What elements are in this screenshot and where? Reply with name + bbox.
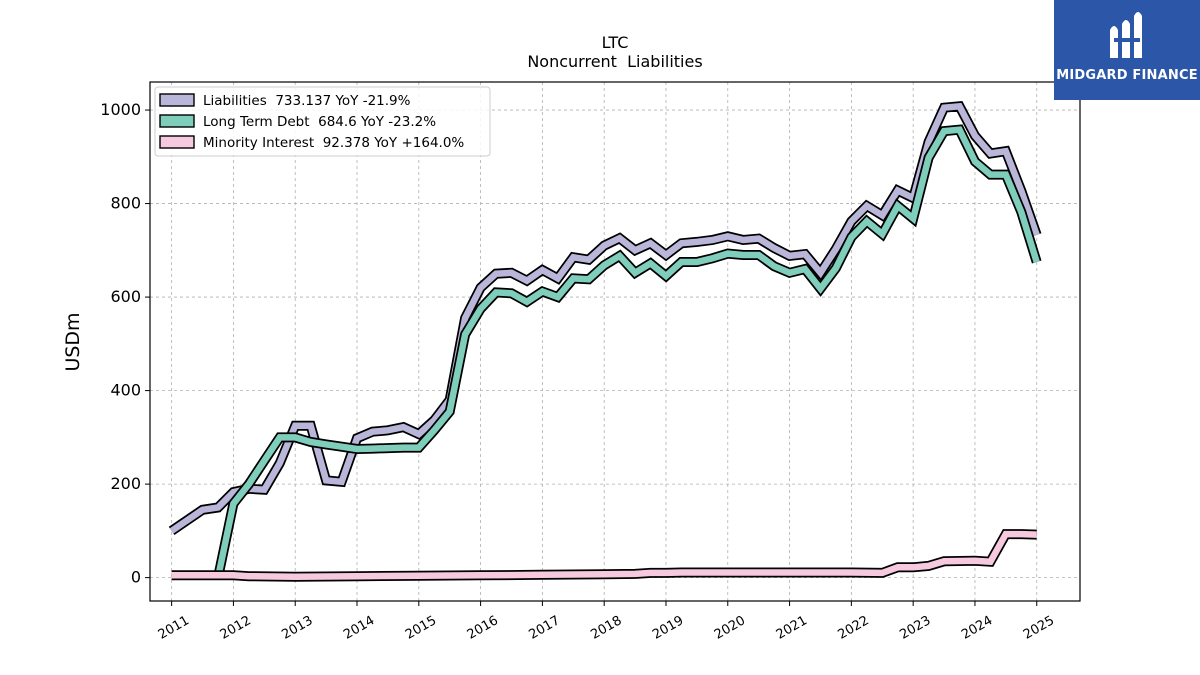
legend: Liabilities 733.137 YoY -21.9% Long Term…	[154, 86, 491, 157]
x-tick-label: 2012	[218, 613, 254, 643]
x-tick-label: 2014	[341, 613, 377, 643]
x-tick-label: 2020	[712, 613, 748, 643]
x-tick-label: 2015	[403, 613, 439, 643]
y-axis-label: USDm	[62, 312, 84, 371]
x-tick-label: 2024	[959, 613, 995, 643]
plot-frame	[149, 81, 1081, 602]
series-line-liabilities	[169, 102, 1040, 534]
x-tick-label: 2019	[650, 613, 686, 643]
x-tick-label: 2022	[836, 613, 872, 643]
legend-label-minority-interest: Minority Interest 92.378 YoY +164.0%	[203, 135, 464, 151]
x-tick-label: 2011	[156, 613, 192, 643]
brand-logo: MIDGARD FINANCE	[1054, 0, 1200, 100]
x-tick-label: 2021	[774, 613, 810, 643]
chart-subtitle: Noncurrent Liabilities	[527, 52, 702, 71]
x-axis: 2011 2012 2013 2014 2015 2016 2017 2018 2019 2020…	[156, 601, 1057, 643]
x-tick-label: 2023	[897, 613, 933, 643]
y-tick-label: 0	[131, 568, 141, 587]
x-tick-label: 2013	[279, 613, 315, 643]
series-group	[168, 101, 1042, 582]
x-tick-label: 2017	[527, 613, 563, 643]
x-tick-label: 2018	[588, 613, 624, 643]
legend-label-long-term-debt: Long Term Debt 684.6 YoY -23.2%	[203, 114, 436, 130]
x-tick-label: 2025	[1021, 613, 1057, 643]
x-tick-label: 2016	[465, 613, 501, 643]
y-tick-label: 400	[110, 381, 141, 400]
legend-label-liabilities: Liabilities 733.137 YoY -21.9%	[203, 93, 411, 109]
series-outline-long-term-debt	[213, 124, 1042, 579]
grid	[150, 82, 1080, 601]
y-axis: 0 200 400 600 800 1000	[100, 100, 150, 587]
legend-swatch-liabilities	[159, 93, 195, 107]
legend-swatch-long-term-debt	[159, 114, 195, 128]
legend-box	[154, 86, 491, 157]
series-line-minority-interest	[171, 530, 1037, 580]
brand-name: MIDGARD FINANCE	[1056, 68, 1198, 83]
y-tick-label: 600	[110, 287, 141, 306]
midgard-logo-icon	[1110, 12, 1142, 58]
y-tick-label: 1000	[100, 100, 141, 119]
y-tick-label: 800	[110, 194, 141, 213]
chart-title: LTC	[602, 33, 629, 52]
y-tick-label: 200	[110, 474, 141, 493]
legend-swatch-minority-interest	[159, 135, 195, 149]
series-line-long-term-debt	[214, 126, 1040, 579]
